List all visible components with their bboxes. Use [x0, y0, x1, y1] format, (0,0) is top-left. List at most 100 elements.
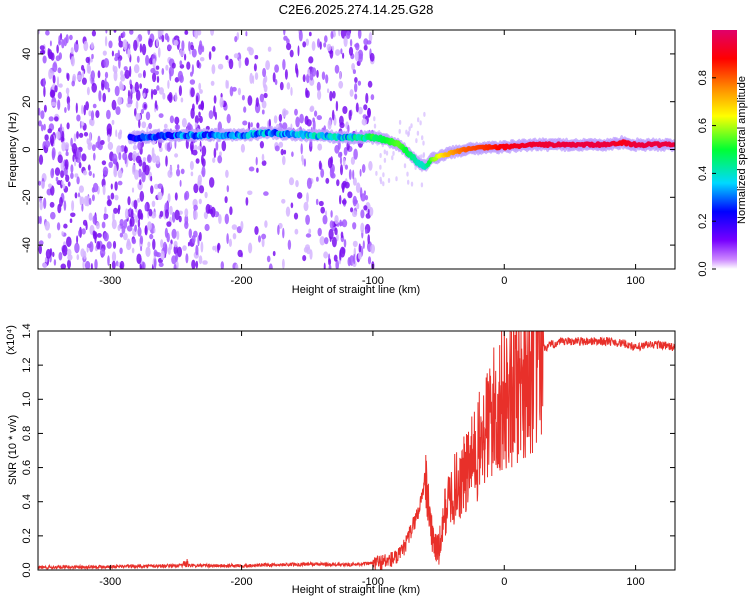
noise-blob — [88, 197, 92, 206]
noise-blob — [334, 64, 340, 74]
noise-blob — [140, 246, 143, 252]
noise-blob — [72, 73, 77, 83]
noise-blob — [142, 70, 146, 79]
noise-blob — [302, 255, 307, 262]
noise-blob — [219, 151, 222, 157]
spectrogram-y-label: Frequency (Hz) — [7, 112, 19, 188]
snr-panel: -300 -200 -100 0 100 0.0 0.2 0.4 0.6 0.8 1.0 1.2 1.… — [5, 323, 676, 596]
noise-blob — [90, 263, 93, 269]
noise-blob — [156, 75, 160, 83]
noise-blob — [295, 63, 298, 74]
noise-blob — [358, 106, 363, 115]
noise-blob — [69, 218, 73, 223]
noise-blob — [195, 95, 199, 105]
noise-blob — [134, 108, 137, 117]
noise-blob — [100, 140, 105, 145]
noise-blob — [281, 198, 286, 204]
noise-blob — [367, 256, 372, 265]
noise-blob — [163, 123, 168, 129]
noise-blob — [118, 152, 122, 161]
noise-blob — [357, 80, 362, 86]
noise-blob — [410, 123, 413, 129]
noise-blob — [254, 72, 259, 80]
noise-blob — [143, 103, 147, 109]
noise-blob — [174, 209, 180, 221]
noise-blob — [279, 81, 284, 91]
noise-blob — [131, 247, 135, 254]
noise-blob — [375, 170, 378, 176]
noise-blob — [57, 91, 62, 99]
noise-blob — [135, 155, 142, 164]
noise-blob — [283, 149, 287, 155]
noise-blob — [217, 242, 221, 251]
noise-blob — [188, 41, 191, 52]
noise-blob — [43, 197, 47, 209]
noise-blob — [298, 30, 303, 42]
noise-blob — [120, 70, 124, 77]
noise-blob — [171, 62, 176, 69]
noise-blob — [56, 222, 61, 231]
y-tick-label: 20 — [21, 96, 33, 108]
noise-blob — [58, 83, 63, 88]
noise-blob — [229, 206, 233, 216]
noise-blob — [297, 45, 300, 57]
noise-blob — [403, 163, 407, 169]
noise-blob — [335, 259, 339, 269]
noise-blob — [341, 199, 347, 205]
noise-blob — [47, 128, 52, 134]
noise-blob — [379, 179, 383, 185]
snr-plot-area — [38, 331, 675, 570]
y-tick-label: 0.0 — [21, 562, 33, 577]
noise-blob — [255, 97, 259, 108]
noise-blob — [220, 261, 224, 269]
noise-blob — [369, 52, 375, 62]
noise-blob — [152, 72, 157, 83]
noise-blob — [113, 207, 118, 214]
noise-blob — [150, 67, 156, 74]
noise-blob — [191, 234, 196, 244]
noise-blob — [81, 64, 85, 71]
noise-blob — [66, 122, 70, 130]
noise-blob — [238, 58, 242, 69]
noise-blob — [316, 81, 321, 92]
noise-blob — [65, 174, 70, 183]
noise-blob — [102, 184, 106, 196]
noise-blob — [354, 93, 358, 100]
noise-blob — [50, 185, 55, 196]
noise-blob — [208, 51, 212, 61]
noise-blob — [352, 210, 358, 218]
snr-line — [38, 331, 675, 570]
snr-series — [38, 331, 675, 570]
noise-blob — [144, 226, 147, 235]
noise-blob — [57, 67, 62, 74]
colorbar-ticks: 0.0 0.2 0.4 0.6 0.8 — [697, 70, 716, 277]
noise-blob — [283, 30, 286, 36]
noise-blob — [272, 72, 276, 83]
noise-blob — [176, 230, 180, 240]
noise-blob — [108, 161, 113, 168]
spectrogram-y-axis: -40 -20 0 20 40 — [21, 48, 675, 253]
noise-blob — [188, 228, 192, 239]
noise-blob — [332, 90, 336, 99]
noise-blob — [343, 239, 347, 248]
noise-blob — [114, 53, 120, 58]
noise-blob — [153, 258, 157, 269]
noise-blob — [305, 90, 310, 99]
noise-blob — [272, 250, 276, 257]
noise-blob — [98, 90, 102, 102]
noise-blob — [119, 129, 123, 136]
noise-blob — [228, 58, 234, 70]
noise-blob — [184, 192, 188, 201]
noise-blob — [107, 195, 110, 200]
noise-blob — [92, 215, 98, 225]
noise-blob — [43, 77, 46, 87]
noise-blob — [285, 206, 291, 217]
noise-blob — [373, 116, 376, 122]
noise-blob — [244, 57, 249, 66]
noise-blob — [107, 255, 110, 266]
noise-blob — [213, 147, 217, 159]
noise-blob — [294, 108, 298, 116]
noise-blob — [363, 44, 368, 51]
noise-blob — [336, 179, 340, 187]
snr-x-label: Height of straight line (km) — [292, 584, 420, 596]
